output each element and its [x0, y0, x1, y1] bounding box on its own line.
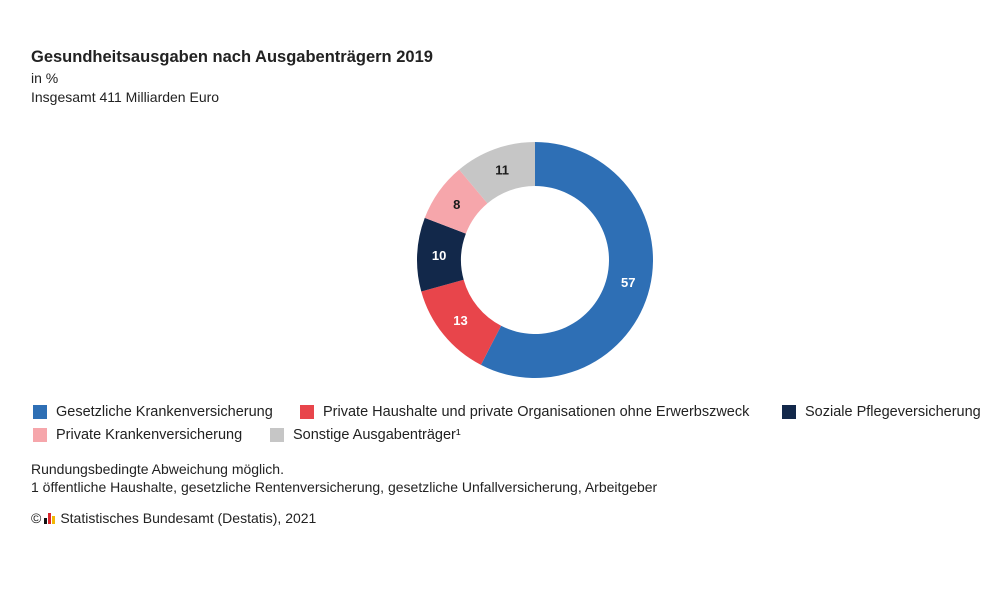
copyright-symbol: ©: [31, 510, 42, 526]
donut-chart: 57 13 10 8 11: [417, 142, 653, 379]
legend-item-private-haushalte: Private Haushalte und private Organisati…: [300, 404, 749, 420]
chart-unit: in %: [31, 70, 59, 86]
source-text: Statistisches Bundesamt (Destatis), 2021: [60, 510, 317, 526]
donut-slice: [421, 279, 502, 365]
legend-swatch: [782, 405, 796, 419]
legend-label: Gesetzliche Krankenversicherung: [56, 404, 273, 420]
donut-slice: [417, 217, 466, 292]
legend-swatch: [300, 405, 314, 419]
donut-slice-label: 11: [495, 162, 509, 177]
donut-slice-label: 13: [453, 313, 467, 328]
donut-slice: [459, 142, 535, 204]
legend-label: Soziale Pflegeversicherung: [805, 404, 981, 420]
legend-swatch: [270, 428, 284, 442]
legend-swatch: [33, 428, 47, 442]
source-line: © Statistisches Bundesamt (Destatis), 20…: [31, 510, 316, 526]
donut-slice: [480, 142, 653, 379]
legend-item-pkv: Private Krankenversicherung: [33, 427, 242, 443]
chart-title: Gesundheitsausgaben nach Ausgabenträgern…: [31, 48, 433, 66]
donut-slice: [424, 169, 488, 234]
legend-item-pflegeversicherung: Soziale Pflegeversicherung: [782, 404, 981, 420]
donut-slice-label: 10: [432, 248, 446, 263]
donut-slice-label: 8: [453, 197, 460, 212]
legend-item-gkv: Gesetzliche Krankenversicherung: [33, 404, 273, 420]
destatis-logo-icon: [44, 512, 56, 524]
footnote: 1 öffentliche Haushalte, gesetzliche Ren…: [31, 479, 658, 495]
legend-label: Private Haushalte und private Organisati…: [323, 404, 750, 420]
legend-label: Private Krankenversicherung: [56, 427, 243, 443]
legend-swatch: [33, 405, 47, 419]
chart-total: Insgesamt 411 Milliarden Euro: [31, 89, 220, 105]
legend-label: Sonstige Ausgabenträger¹: [293, 427, 461, 443]
rounding-note: Rundungsbedingte Abweichung möglich.: [31, 461, 284, 477]
donut-slice-label: 57: [621, 275, 635, 290]
legend-item-sonstige: Sonstige Ausgabenträger¹: [270, 427, 461, 443]
